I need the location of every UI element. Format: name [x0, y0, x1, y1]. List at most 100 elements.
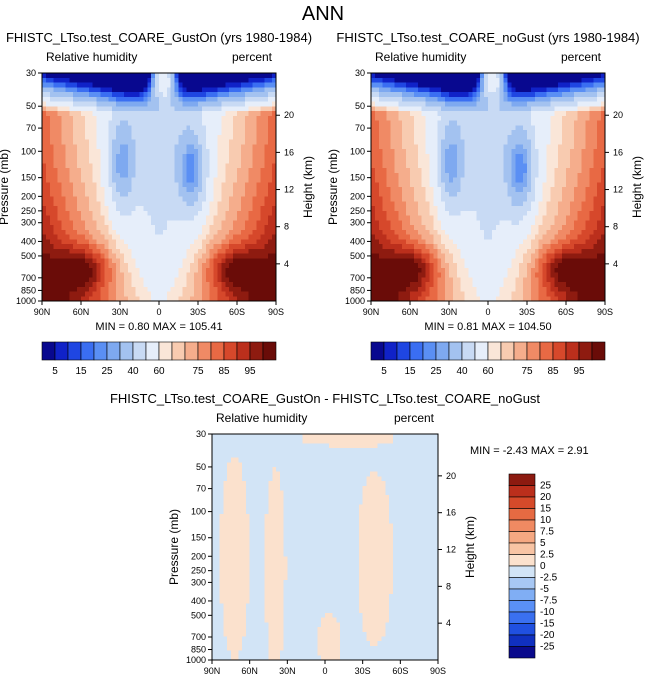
field-cell	[131, 134, 136, 140]
field-cell	[464, 153, 469, 159]
field-cell	[108, 248, 113, 254]
field-cell	[73, 96, 78, 102]
field-cell	[240, 272, 246, 278]
field-cell	[569, 130, 575, 136]
field-cell	[178, 206, 183, 212]
field-cell	[248, 201, 253, 207]
field-cell	[441, 92, 446, 98]
field-cell	[139, 291, 144, 297]
field-cell	[240, 258, 246, 264]
field-cell	[425, 144, 430, 150]
field-cell	[538, 139, 543, 145]
field-cell	[585, 177, 590, 183]
field-cell	[569, 215, 575, 221]
field-cell	[476, 177, 481, 183]
field-cell	[248, 286, 253, 292]
field-cell	[382, 158, 387, 164]
field-cell	[159, 201, 164, 207]
field-cell	[186, 168, 191, 174]
field-cell	[593, 225, 598, 231]
field-cell	[515, 115, 520, 121]
field-cell	[155, 144, 160, 150]
field-cell	[569, 92, 575, 98]
field-cell	[425, 120, 430, 126]
field-cell	[413, 182, 419, 188]
field-cell	[256, 163, 261, 169]
field-cell	[186, 87, 191, 93]
field-cell	[256, 267, 261, 273]
field-cell	[491, 130, 497, 136]
field-cell	[237, 196, 242, 202]
field-cell	[213, 215, 218, 221]
field-cell	[213, 206, 218, 212]
field-cell	[515, 153, 520, 159]
field-cell	[217, 177, 222, 183]
field-cell	[530, 73, 536, 79]
field-cell	[268, 215, 273, 221]
field-cell	[527, 220, 532, 226]
field-cell	[480, 158, 485, 164]
field-cell	[445, 134, 450, 140]
field-cell	[260, 82, 265, 88]
field-cell	[260, 77, 265, 83]
field-cell	[225, 258, 230, 264]
field-cell	[77, 296, 82, 302]
field-cell	[272, 106, 277, 112]
field-cell	[45, 120, 51, 126]
field-cell	[527, 172, 532, 178]
field-cell	[593, 220, 598, 226]
field-cell	[429, 144, 434, 150]
field-cell	[488, 73, 493, 79]
field-cell	[205, 144, 211, 150]
field-cell	[201, 163, 207, 169]
field-cell	[229, 196, 234, 202]
field-cell	[182, 187, 187, 193]
field-cell	[198, 115, 203, 121]
field-cell	[417, 220, 423, 226]
field-cell	[433, 229, 438, 235]
field-cell	[84, 206, 90, 212]
field-cell	[194, 87, 199, 93]
field-cell	[272, 82, 277, 88]
field-cell	[472, 177, 477, 183]
field-cell	[252, 120, 257, 126]
field-cell	[484, 130, 489, 136]
field-cell	[464, 73, 469, 79]
field-cell	[120, 96, 125, 102]
field-cell	[519, 134, 524, 140]
field-cell	[589, 125, 594, 131]
field-cell	[534, 77, 540, 83]
field-cell	[45, 191, 51, 197]
field-cell	[374, 120, 380, 126]
field-cell	[77, 101, 82, 107]
field-cell	[417, 182, 423, 188]
field-cell	[123, 92, 129, 98]
field-cell	[577, 82, 582, 88]
field-cell	[229, 120, 234, 126]
field-cell	[205, 177, 211, 183]
field-cell	[155, 106, 160, 112]
field-cell	[240, 172, 246, 178]
field-cell	[69, 244, 74, 250]
field-cell	[371, 177, 376, 183]
field-cell	[131, 111, 136, 117]
field-cell	[213, 139, 218, 145]
field-cell	[221, 267, 226, 273]
field-cell	[256, 153, 261, 159]
field-cell	[155, 96, 160, 102]
field-cell	[386, 101, 391, 107]
field-cell	[429, 153, 434, 159]
field-cell	[174, 239, 179, 245]
field-cell	[577, 182, 582, 188]
field-cell	[65, 277, 70, 283]
field-cell	[151, 248, 156, 254]
field-cell	[386, 220, 391, 226]
field-cell	[394, 125, 399, 131]
field-cell	[260, 168, 265, 174]
field-cell	[589, 196, 594, 202]
field-cell	[100, 215, 105, 221]
field-cell	[585, 163, 590, 169]
field-cell	[100, 210, 105, 216]
field-cell	[100, 125, 105, 131]
field-cell	[77, 244, 82, 250]
